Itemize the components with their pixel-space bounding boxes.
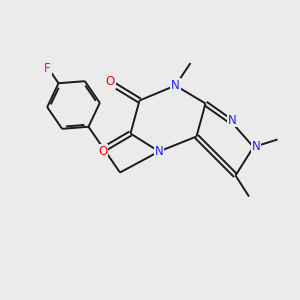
Text: O: O — [98, 145, 107, 158]
Text: N: N — [154, 145, 164, 158]
Text: N: N — [228, 113, 237, 127]
Text: N: N — [171, 79, 180, 92]
Text: O: O — [106, 75, 115, 88]
Text: F: F — [44, 62, 51, 75]
Text: N: N — [251, 140, 260, 154]
